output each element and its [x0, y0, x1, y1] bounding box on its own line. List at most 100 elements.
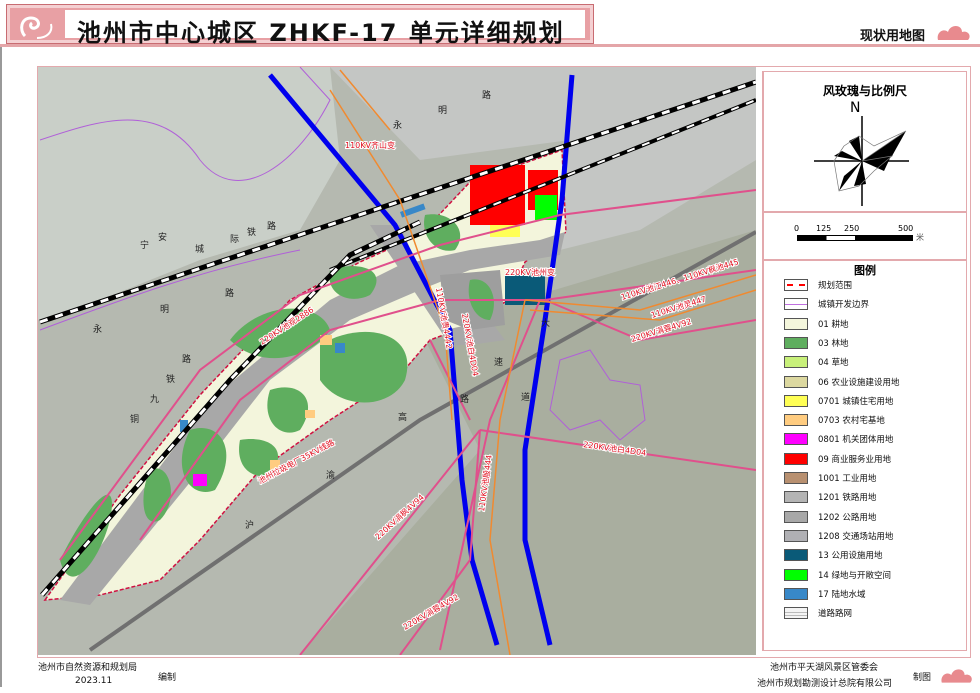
- road-label: 高: [398, 411, 407, 423]
- legend-swatch: [784, 433, 808, 446]
- page-title: 池州市中心城区 ZHKF-17 单元详细规划: [77, 19, 565, 47]
- road-label: 际: [230, 234, 239, 245]
- legend-item: 1208 交通场站用地: [784, 529, 893, 543]
- highway-line: [522, 74, 575, 646]
- map-frame: [37, 66, 971, 658]
- legend-item: 1202 公路用地: [784, 510, 876, 524]
- road-label: 渝: [326, 469, 335, 481]
- compass-box: 风玫瑰与比例尺 N: [763, 71, 967, 213]
- railway-line: [39, 79, 756, 597]
- legend-item: 道路路网: [784, 606, 852, 620]
- legend-label: 道路路网: [818, 609, 853, 620]
- legend-label: 13 公用设施用地: [818, 551, 883, 562]
- power-lines-110kv: [329, 69, 756, 655]
- legend-item: 13 公用设施用地: [784, 548, 883, 562]
- legend-swatch: [784, 472, 808, 484]
- road-label: 明: [438, 105, 447, 116]
- scale-tick: 0: [794, 224, 800, 233]
- road-label: 路: [460, 393, 469, 405]
- legend-swatch: [784, 279, 808, 291]
- road-label: 路: [182, 353, 191, 365]
- road-land: [370, 225, 505, 345]
- header-rule: [0, 44, 980, 47]
- road-label: 明: [160, 304, 169, 315]
- legend-label: 01 耕地: [818, 319, 849, 330]
- legend-label: 09 商业服务业用地: [818, 454, 892, 465]
- legend-label: 0703 农村宅基地: [818, 416, 885, 427]
- legend-swatch: [784, 375, 808, 388]
- legend-panel: 风玫瑰与比例尺 N 0 125 250 500 米 图例 规划范围 城镇开发边界 0…: [762, 71, 967, 651]
- legend-swatch: [784, 394, 808, 407]
- scale-bar-box: 0 125 250 500 米: [763, 211, 967, 261]
- legend-swatch: [784, 549, 808, 562]
- legend-item: 14 绿地与开敞空间: [784, 568, 891, 582]
- legend-swatch: [784, 452, 808, 465]
- legend-swatch: [784, 298, 808, 311]
- footer-compiled: 编制: [158, 673, 177, 683]
- legend-box: 图例 规划范围 城镇开发边界 01 耕地 03 林地 04 草地 06 农业设施建设用地 0…: [763, 259, 967, 651]
- road-label: 宁: [140, 239, 149, 251]
- legend-swatch: [784, 356, 808, 369]
- legend-item: 09 商业服务业用地: [784, 452, 891, 466]
- legend-item: 0701 城镇住宅用地: [784, 394, 893, 408]
- legend-item: 0703 农村宅基地: [784, 413, 885, 427]
- scale-tick: 125: [816, 224, 832, 233]
- legend-item: 06 农业设施建设用地: [784, 375, 900, 389]
- legend-swatch: [784, 607, 808, 620]
- road-label: 永: [393, 119, 402, 131]
- road-label: 沪: [245, 519, 254, 531]
- legend-label: 1208 交通场站用地: [818, 531, 894, 542]
- cloud-ornament-icon: [941, 669, 972, 683]
- legend-swatch: [784, 491, 808, 504]
- road-label: 永: [93, 323, 102, 335]
- power-label: 110KV齐山变: [345, 140, 395, 150]
- legend-item: 规划范围: [784, 278, 852, 292]
- scale-tick: 250: [844, 224, 860, 233]
- legend-swatch: [784, 510, 808, 523]
- footer-date: 2023.11: [75, 676, 113, 686]
- legend-swatch: [784, 317, 808, 330]
- legend-item: 04 草地: [784, 355, 849, 369]
- legend-label: 17 陆地水域: [818, 589, 866, 600]
- road-label: 路: [482, 89, 491, 101]
- road-label: 铁: [247, 226, 256, 238]
- legend-swatch: [784, 587, 808, 600]
- road-label: 路: [267, 220, 276, 232]
- scale-unit: 米: [916, 233, 924, 242]
- legend-label: 1202 公路用地: [818, 512, 877, 523]
- road-label: 铜: [130, 413, 139, 425]
- legend-label: 城镇开发边界: [818, 300, 870, 311]
- wind-rose-icon: [814, 116, 909, 206]
- road-label: 大: [541, 317, 550, 329]
- road-label: 道: [521, 391, 530, 403]
- footer-left-org: 池州市自然资源和规划局: [38, 663, 138, 673]
- legend-swatch: [784, 568, 808, 581]
- legend-label: 14 绿地与开敞空间: [818, 570, 892, 581]
- legend-label: 0801 机关团体用地: [818, 435, 894, 446]
- page-border: [0, 47, 2, 687]
- legend-item: 01 耕地: [784, 317, 849, 331]
- road-label: 路: [225, 287, 234, 299]
- legend-label: 03 林地: [818, 338, 849, 349]
- legend-item: 1001 工业用地: [784, 471, 876, 485]
- highway-line: [268, 73, 500, 646]
- government-land: [193, 474, 207, 486]
- title-banner: 池州市中心城区 ZHKF-17 单元详细规划: [6, 4, 594, 47]
- legend-item: 0801 机关团体用地: [784, 432, 893, 446]
- scale-tick: 500: [898, 224, 914, 233]
- map-subtitle: 现状用地图: [860, 29, 926, 44]
- north-label: N: [850, 100, 861, 116]
- residential-land: [490, 225, 520, 237]
- legend-swatch: [784, 529, 808, 542]
- legend-label: 04 草地: [818, 358, 849, 369]
- water-patches: [180, 203, 426, 432]
- footer-right-org2: 池州市规划勘测设计总院有限公司: [757, 679, 893, 689]
- legend-swatch: [784, 336, 808, 349]
- road-labels: 永 明 路 宁 安 城 际 铁 路 永 明 路 铜 九 铁 路 高 速 沪 渝 …: [93, 89, 550, 531]
- legend-item: 03 林地: [784, 336, 849, 350]
- road-label: 九: [150, 394, 159, 405]
- road-label: 城: [195, 244, 204, 255]
- cloud-ornament-icon: [937, 26, 970, 40]
- legend-item: 1201 铁路用地: [784, 490, 876, 504]
